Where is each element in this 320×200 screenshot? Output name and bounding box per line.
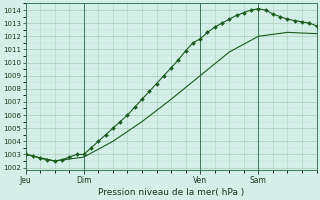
- X-axis label: Pression niveau de la mer( hPa ): Pression niveau de la mer( hPa ): [98, 188, 244, 197]
